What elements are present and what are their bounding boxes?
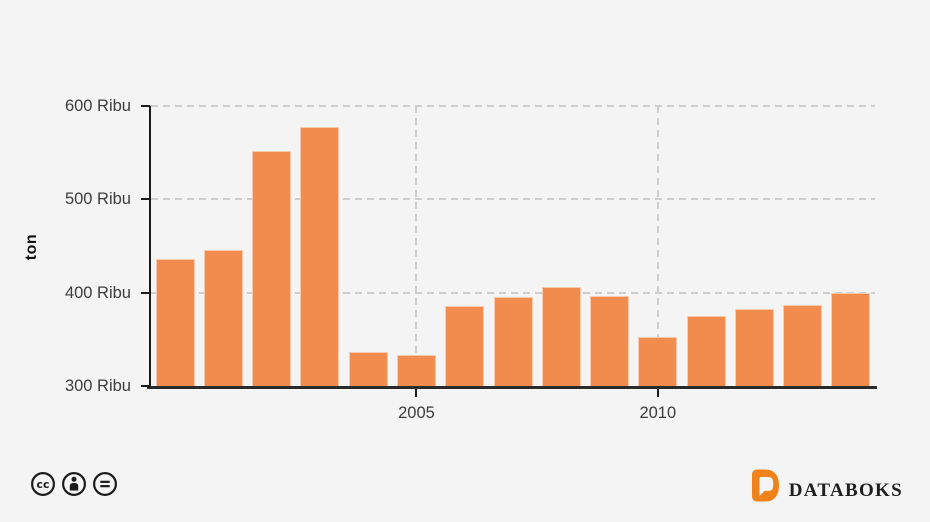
bar-2006[interactable] bbox=[445, 305, 485, 386]
by-icon[interactable] bbox=[61, 471, 87, 497]
brand-logo[interactable]: DATABOKS bbox=[751, 469, 903, 507]
y-tick-400 bbox=[141, 291, 150, 294]
bar-2003[interactable] bbox=[300, 127, 340, 386]
bar-2010[interactable] bbox=[638, 336, 678, 386]
bar-2005[interactable] bbox=[396, 355, 436, 386]
y-tick-label-400: 400 Ribu bbox=[64, 283, 131, 302]
cc-icon[interactable]: cc bbox=[30, 471, 56, 497]
gridline-y-400 bbox=[151, 291, 875, 294]
bar-2009[interactable] bbox=[590, 296, 630, 386]
y-axis-line bbox=[149, 106, 151, 386]
gridline-y-500 bbox=[151, 198, 875, 201]
x-axis-line bbox=[147, 386, 877, 389]
x-tick-label-2005: 2005 bbox=[398, 404, 435, 422]
nd-icon[interactable] bbox=[92, 471, 118, 497]
y-tick-label-600: 600 Ribu bbox=[64, 97, 131, 115]
bar-2004[interactable] bbox=[348, 352, 388, 386]
svg-text:cc: cc bbox=[37, 478, 50, 491]
brand-name: DATABOKS bbox=[788, 480, 903, 501]
bar-2011[interactable] bbox=[686, 316, 726, 386]
y-tick-500 bbox=[141, 198, 150, 201]
y-tick-600 bbox=[141, 105, 150, 107]
gridline-y-600 bbox=[151, 105, 875, 107]
bar-2000[interactable] bbox=[155, 259, 195, 386]
plot-area bbox=[151, 105, 875, 386]
y-axis-title: ton bbox=[23, 233, 40, 261]
bar-2012[interactable] bbox=[734, 309, 774, 386]
x-tick-2005 bbox=[415, 389, 418, 397]
bar-2001[interactable] bbox=[203, 249, 243, 386]
bar-2007[interactable] bbox=[493, 297, 533, 386]
bar-2013[interactable] bbox=[783, 304, 823, 386]
y-tick-300 bbox=[141, 385, 150, 387]
bar-2014[interactable] bbox=[831, 292, 871, 386]
x-tick-2010 bbox=[656, 389, 659, 397]
y-tick-label-300: 300 Ribu bbox=[64, 377, 131, 395]
gridline-x-2010 bbox=[656, 106, 659, 386]
x-tick-label-2010: 2010 bbox=[639, 404, 677, 422]
databoks-d-icon bbox=[751, 469, 780, 507]
gridline-x-2005 bbox=[415, 106, 418, 386]
y-tick-label-500: 500 Ribu bbox=[64, 190, 131, 209]
bar-2002[interactable] bbox=[252, 150, 292, 386]
bar-2008[interactable] bbox=[541, 287, 581, 386]
license-badges[interactable]: cc bbox=[30, 471, 118, 497]
